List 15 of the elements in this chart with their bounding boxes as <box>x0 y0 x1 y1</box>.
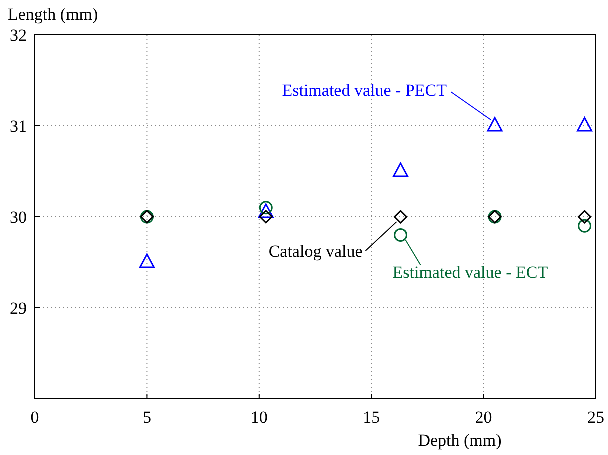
x-tick-label: 20 <box>475 408 492 427</box>
x-tick-label: 25 <box>588 408 604 427</box>
y-tick-label: 30 <box>10 208 27 227</box>
x-tick-label: 15 <box>363 408 380 427</box>
y-axis-title: Length (mm) <box>8 5 98 24</box>
x-axis-title: Depth (mm) <box>418 431 502 450</box>
x-tick-label: 10 <box>250 408 268 427</box>
y-tick-label: 31 <box>10 117 27 136</box>
x-tick-label: 5 <box>142 408 152 427</box>
text: Estimated value - PECT <box>282 81 448 100</box>
x-tick-label: 0 <box>30 408 40 427</box>
y-tick-label: 32 <box>10 26 27 45</box>
series-label: Catalog value <box>268 242 363 261</box>
y-tick-label: 29 <box>10 299 27 318</box>
legend-label: Estimated value - ECT <box>392 263 549 282</box>
